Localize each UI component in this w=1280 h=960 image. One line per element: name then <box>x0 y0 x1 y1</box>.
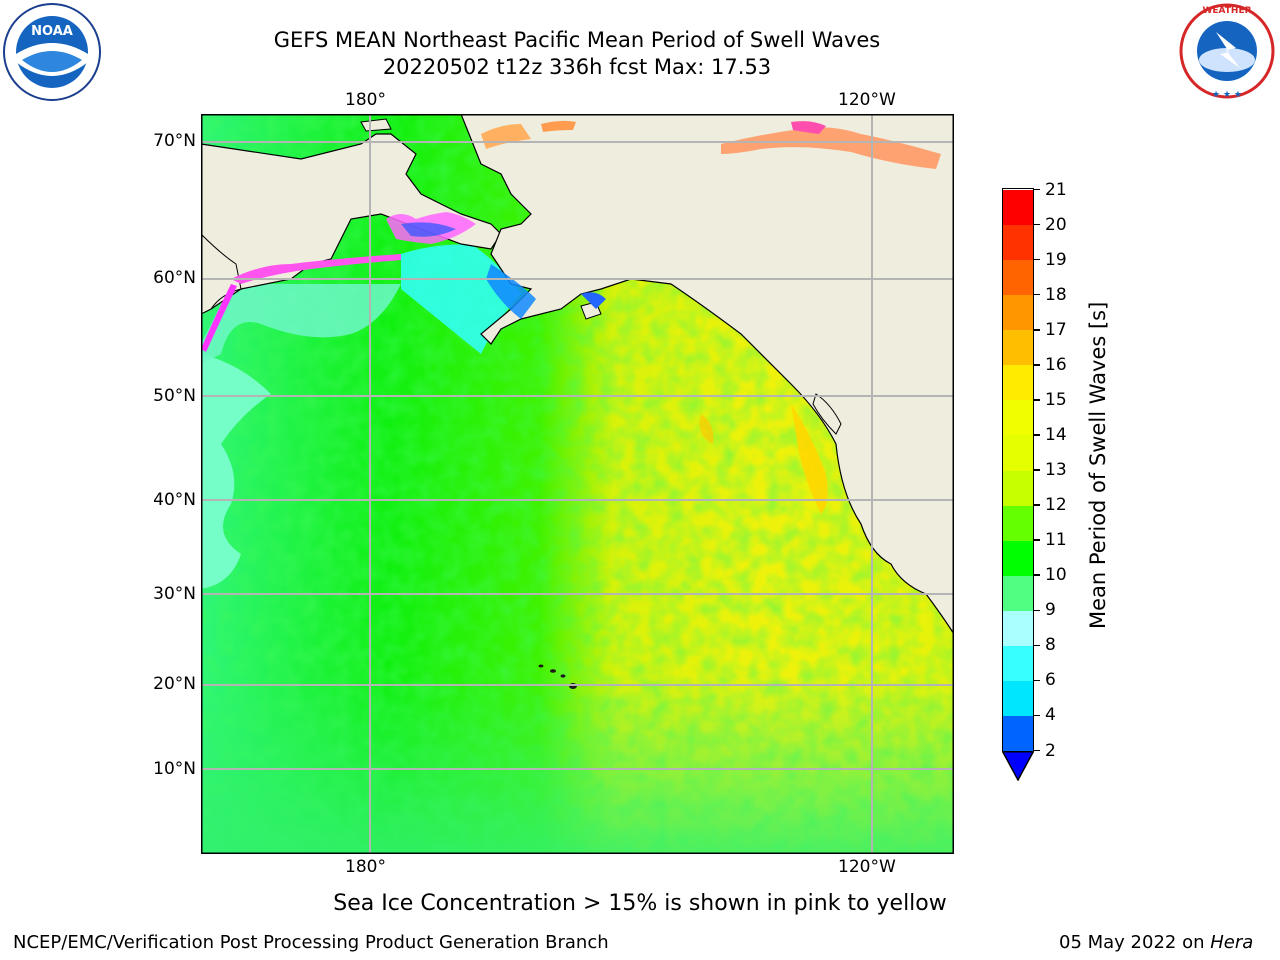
colorbar-segment <box>1003 329 1033 366</box>
colorbar-tick-label: 6 <box>1045 670 1056 691</box>
colorbar-segment <box>1003 680 1033 716</box>
colorbar-segment <box>1003 540 1033 576</box>
lat-label-60n: 60°N <box>153 268 196 288</box>
colorbar-tick-label: 12 <box>1045 495 1067 516</box>
colorbar-tick-label: 11 <box>1045 530 1067 551</box>
map-frame <box>201 114 954 854</box>
footer-credit: NCEP/EMC/Verification Post Processing Pr… <box>13 932 609 953</box>
lat-label-20n: 20°N <box>153 674 196 694</box>
colorbar-extend-arrow <box>1002 751 1034 781</box>
colorbar-tick-mark <box>1034 609 1040 611</box>
colorbar-tick-mark <box>1034 188 1040 191</box>
colorbar-segment <box>1003 575 1033 611</box>
colorbar-segment <box>1003 364 1033 401</box>
wrangel-island <box>360 118 392 132</box>
lon-label-bottom-120w: 120°W <box>838 857 896 877</box>
sea-ice-caption: Sea Ice Concentration > 15% is shown in … <box>333 891 947 916</box>
colorbar-label: Mean Period of Swell Waves [s] <box>1086 301 1110 629</box>
colorbar-segment <box>1003 470 1033 506</box>
footer-date: 05 May 2022 on Hera <box>1059 932 1253 953</box>
lon-label-top-180: 180° <box>345 90 386 110</box>
svg-text:WEATHER: WEATHER <box>1202 6 1251 16</box>
colorbar-tick-mark <box>1034 644 1040 647</box>
colorbar-tick-mark <box>1034 469 1040 471</box>
map-title: GEFS MEAN Northeast Pacific Mean Period … <box>273 28 881 52</box>
nws-logo: WEATHER ★ ★ ★ <box>1179 3 1275 100</box>
colorbar-tick-label: 10 <box>1045 565 1067 586</box>
colorbar-tick-mark <box>1034 399 1040 401</box>
colorbar-tick-label: 19 <box>1045 249 1067 270</box>
colorbar-tick-label: 21 <box>1045 179 1067 200</box>
colorbar-segment <box>1003 189 1033 226</box>
colorbar-segment <box>1003 645 1033 681</box>
colorbar-tick-mark <box>1034 504 1040 506</box>
lon-label-top-120w: 120°W <box>838 90 896 110</box>
colorbar-segment <box>1003 505 1033 541</box>
colorbar-tick-label: 14 <box>1045 424 1067 445</box>
colorbar-segment <box>1003 434 1033 471</box>
colorbar-tick-label: 8 <box>1045 635 1056 656</box>
colorbar <box>1002 188 1034 752</box>
noaa-logo-text: NOAA <box>31 24 73 39</box>
colorbar-segment <box>1003 610 1033 646</box>
colorbar-ticks: 2 4 6 8 9 10 11 12 13 14 15 16 17 18 19 20 21 <box>1034 180 1094 761</box>
colorbar-tick-label: 20 <box>1045 214 1067 235</box>
lat-label-50n: 50°N <box>153 386 196 406</box>
footer-machine: Hera <box>1210 932 1254 953</box>
colorbar-segment <box>1003 224 1033 261</box>
colorbar-tick-mark <box>1034 293 1040 296</box>
colorbar-tick-mark <box>1034 679 1040 682</box>
lat-label-40n: 40°N <box>153 490 196 510</box>
colorbar-tick-mark <box>1034 223 1040 226</box>
colorbar-segment <box>1003 259 1033 296</box>
svg-text:★ ★ ★: ★ ★ ★ <box>1212 90 1242 100</box>
colorbar-tick-mark <box>1034 258 1040 261</box>
swell-period-map <box>201 114 954 854</box>
colorbar-tick-label: 4 <box>1045 705 1056 726</box>
colorbar-segment <box>1003 399 1033 436</box>
colorbar-tick-label: 18 <box>1045 284 1067 305</box>
colorbar-tick-label: 13 <box>1045 460 1067 480</box>
colorbar-segment <box>1003 715 1033 751</box>
map-subtitle: 20220502 t12z 336h fcst Max: 17.53 <box>382 55 772 79</box>
sea-ice-band <box>201 120 941 352</box>
colorbar-tick-mark <box>1034 714 1040 717</box>
colorbar-tick-mark <box>1034 364 1040 366</box>
colorbar-tick-mark <box>1034 329 1040 331</box>
colorbar-tick-mark <box>1034 539 1040 541</box>
graticule <box>201 114 954 854</box>
footer-date-text: 05 May 2022 on <box>1059 932 1211 953</box>
colorbar-tick-label: 17 <box>1045 319 1067 340</box>
lat-label-70n: 70°N <box>153 131 196 151</box>
colorbar-tick-label: 9 <box>1045 600 1056 621</box>
vancouver-island <box>812 393 842 435</box>
colorbar-tick-mark <box>1034 574 1040 576</box>
colorbar-segment <box>1003 294 1033 331</box>
low-period-patch <box>201 354 271 589</box>
colorbar-tick-mark <box>1034 749 1040 752</box>
colorbar-tick-label: 15 <box>1045 389 1067 410</box>
colorbar-tick-mark <box>1034 434 1040 436</box>
colorbar-tick-label: 16 <box>1045 354 1067 375</box>
lon-label-bottom-180: 180° <box>345 857 386 877</box>
colorbar-tick-label: 2 <box>1045 740 1056 761</box>
noaa-logo: NOAA <box>3 3 101 101</box>
lat-label-10n: 10°N <box>153 759 196 779</box>
lat-label-30n: 30°N <box>153 584 196 604</box>
